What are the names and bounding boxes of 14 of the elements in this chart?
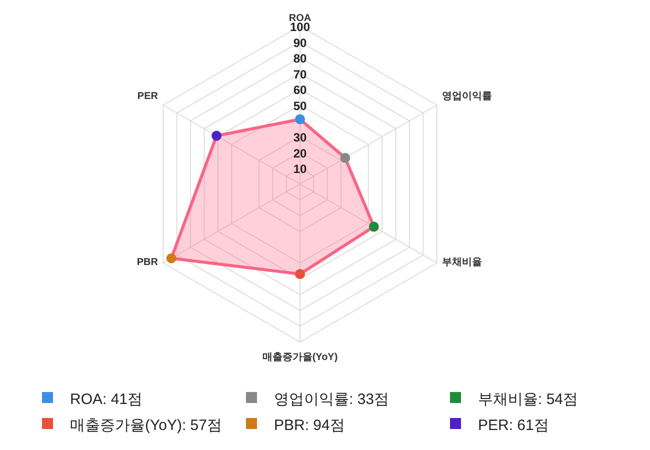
spoke-label: 영업이익률 (442, 91, 492, 102)
y-tick-label: 10 (293, 162, 307, 176)
y-tick-label: 80 (293, 52, 307, 66)
spoke-label: 부채비율 (442, 257, 482, 268)
y-tick-label: 70 (293, 67, 307, 82)
spoke-label: PBR (136, 257, 159, 268)
y-tick-label: 60 (293, 83, 307, 98)
y-tick-label: 30 (293, 130, 307, 145)
spoke-label: 매출증가율(YoY) (262, 352, 338, 363)
spoke-label: PER (137, 91, 159, 102)
y-tick-label: 50 (293, 99, 307, 113)
y-tick-label: 90 (293, 36, 307, 50)
y-tick-label: 20 (293, 146, 307, 160)
notes: ROA: 41점 영업이익률: 33점 부채비율: 54점 매출증가율(YoY): 57점 PBR: 94점 PER: 61점 (42, 391, 578, 434)
